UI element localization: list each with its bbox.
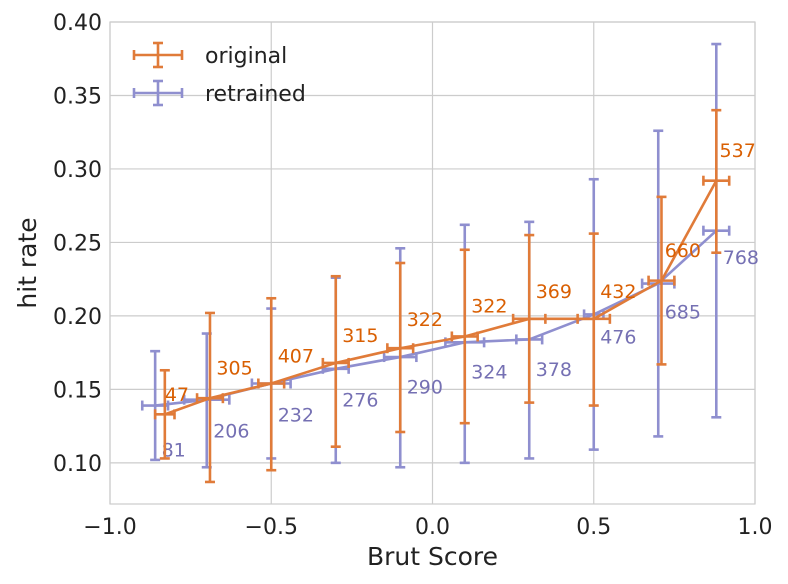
errorbar-point <box>321 274 350 448</box>
count-label: 47 <box>165 384 189 406</box>
series-original: 47 305 407 315 322 322 369 432 660 537 <box>153 108 756 484</box>
tick-labels: −1.0 −0.5 0.0 0.5 1.0 0.10 0.15 0.20 0.25 0.30 0.3… <box>53 11 772 540</box>
count-label: 537 <box>720 140 756 162</box>
plot-area <box>109 21 756 505</box>
legend-entry-original: original <box>132 41 287 69</box>
count-label: 322 <box>407 309 443 331</box>
y-tick-label: 0.20 <box>53 305 102 330</box>
legend-entry-retrained: retrained <box>132 79 306 107</box>
count-label: 81 <box>162 440 186 462</box>
count-label: 206 <box>213 421 249 443</box>
count-label: 476 <box>600 326 636 348</box>
errorbar-point <box>702 108 731 255</box>
series-layer: 81 206 232 276 290 324 378 476 685 768 47 305 407 315… <box>140 42 759 484</box>
y-tick-label: 0.30 <box>53 158 102 183</box>
count-label: 324 <box>471 362 507 384</box>
errorbar-point <box>386 261 415 434</box>
legend-label-original: original <box>205 44 287 69</box>
y-tick-label: 0.25 <box>53 231 102 256</box>
count-label: 378 <box>536 359 572 381</box>
count-label: 322 <box>471 296 507 318</box>
y-tick-label: 0.15 <box>53 378 102 403</box>
count-label: 290 <box>407 376 443 398</box>
series-line-original <box>164 180 718 416</box>
legend-marker-original <box>132 41 184 69</box>
y-tick-label: 0.10 <box>53 452 102 477</box>
x-tick-label: −1.0 <box>83 515 136 540</box>
y-tick-label: 0.35 <box>53 84 102 109</box>
errorbar-point <box>576 232 612 407</box>
legend-label-retrained: retrained <box>205 82 306 107</box>
errorbar-point <box>257 296 286 472</box>
count-label: 369 <box>536 281 572 303</box>
count-label: 407 <box>278 346 314 368</box>
count-label: 432 <box>600 281 636 303</box>
y-tick-label: 0.40 <box>53 11 102 36</box>
errorbar-point <box>153 368 176 460</box>
count-label: 315 <box>342 325 378 347</box>
errorbar-point <box>450 248 479 425</box>
y-axis-label: hit rate <box>13 217 42 308</box>
count-label: 232 <box>278 404 314 426</box>
count-label: 276 <box>342 390 378 412</box>
errorbar-point <box>195 311 225 484</box>
count-label: 768 <box>723 247 759 269</box>
count-label: 305 <box>216 357 252 379</box>
x-axis-label: Brut Score <box>367 542 498 571</box>
x-tick-label: 1.0 <box>738 515 773 540</box>
x-tick-label: −0.5 <box>245 515 298 540</box>
x-tick-label: 0.5 <box>576 515 611 540</box>
errorbar-point <box>511 233 547 404</box>
errorbar-point <box>647 195 676 366</box>
legend-marker-retrained <box>132 79 184 107</box>
count-label: 660 <box>665 240 701 262</box>
legend: original retrained <box>132 41 306 107</box>
x-tick-label: 0.0 <box>415 515 450 540</box>
count-label: 685 <box>665 301 701 323</box>
